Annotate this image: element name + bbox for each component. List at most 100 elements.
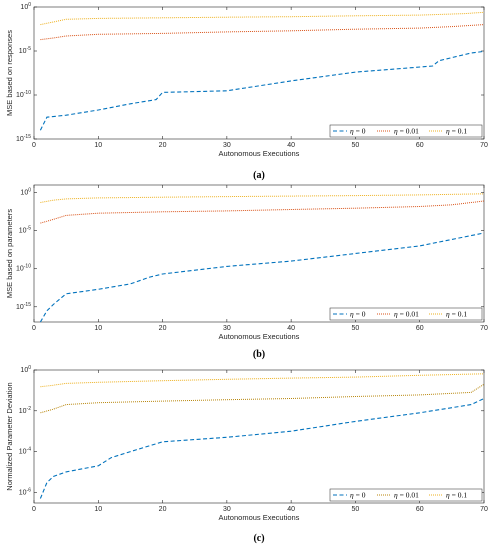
y-tick-exponent: -6 — [27, 487, 32, 493]
legend-label-symbol: η — [350, 491, 354, 500]
chart-panel-1: 0 10 20 30 40 50 60 7010010-510-1010-15Autonomo… — [5, 2, 488, 181]
x-tick-label: 50 — [352, 506, 360, 513]
y-tick-label: 100 — [20, 365, 31, 374]
y-tick-base: 10 — [20, 190, 28, 197]
panel-label: (b) — [253, 349, 265, 360]
x-tick-label: 50 — [352, 142, 360, 149]
series-line-3 — [40, 193, 485, 203]
y-tick-exponent: -15 — [24, 302, 31, 308]
y-tick-label: 10-6 — [19, 487, 31, 496]
y-tick-label: 100 — [20, 2, 31, 11]
x-tick-label: 60 — [416, 325, 424, 332]
legend-item-3: η = 0.1 — [429, 310, 467, 319]
x-tick-label: 30 — [223, 325, 231, 332]
legend-label: η = 0 — [350, 127, 366, 136]
x-axis-label: Autonomous Executions — [219, 332, 300, 341]
x-tick-label: 30 — [223, 506, 231, 513]
y-tick-exponent: -10 — [24, 264, 31, 270]
x-tick-label: 50 — [352, 325, 360, 332]
y-tick-exponent: 0 — [28, 365, 31, 371]
x-tick-label: 60 — [416, 142, 424, 149]
y-tick-base: 10 — [20, 367, 28, 374]
x-axis-label: Autonomous Executions — [219, 513, 300, 522]
plot-frame — [33, 369, 485, 504]
series-line-2 — [40, 200, 485, 224]
y-tick-label: 10-15 — [16, 302, 31, 311]
legend-label: η = 0.1 — [446, 491, 467, 500]
y-tick-base: 10 — [16, 136, 24, 143]
legend-label-value: = 0.01 — [398, 491, 419, 500]
y-tick-base: 10 — [19, 48, 27, 55]
x-tick-label: 0 — [32, 506, 36, 513]
y-tick-exponent: -15 — [24, 134, 31, 140]
legend-label-symbol: η — [446, 127, 450, 136]
y-tick-exponent: -5 — [27, 226, 32, 232]
y-tick-base: 10 — [19, 228, 27, 235]
legend-label-symbol: η — [394, 127, 398, 136]
legend-label-value: = 0 — [354, 127, 366, 136]
series-line-1 — [39, 398, 485, 499]
legend-label: η = 0.01 — [394, 491, 419, 500]
x-tick-label: 30 — [223, 142, 231, 149]
series-line-3 — [40, 11, 485, 26]
y-tick-exponent: -4 — [27, 447, 32, 453]
legend-label-value: = 0 — [354, 491, 366, 500]
y-tick-base: 10 — [16, 304, 24, 311]
legend-box — [329, 488, 483, 502]
plot-frame — [33, 6, 485, 140]
legend-item-1: η = 0 — [333, 127, 366, 136]
chart-panel-2: 0 10 20 30 40 50 60 7010010-510-1010-15Autonomo… — [5, 184, 488, 360]
y-tick-label: 100 — [20, 188, 31, 197]
legend-item-2: η = 0.01 — [377, 310, 419, 319]
series-line-2 — [40, 383, 485, 414]
y-tick-base: 10 — [16, 266, 24, 273]
x-tick-label: 70 — [480, 325, 488, 332]
legend-box — [329, 307, 483, 321]
y-tick-label: 10-15 — [16, 134, 31, 143]
legend-label-symbol: η — [350, 127, 354, 136]
y-axis-label: Normalized Parameter Deviation — [5, 382, 14, 490]
y-tick-base: 10 — [20, 4, 28, 11]
legend-label: η = 0 — [350, 310, 366, 319]
x-tick-label: 70 — [480, 506, 488, 513]
y-tick-label: 10-10 — [16, 264, 31, 273]
legend-label-value: = 0.01 — [398, 127, 419, 136]
y-tick-base: 10 — [19, 489, 27, 496]
legend-item-3: η = 0.1 — [429, 127, 467, 136]
legend-label-symbol: η — [394, 491, 398, 500]
chart-panel-3: 0 10 20 30 40 50 60 7010010-210-410-6Autonomous… — [5, 365, 488, 544]
legend-label-value: = 0.1 — [450, 310, 468, 319]
y-axis-label: MSE based on responses — [5, 30, 14, 116]
y-tick-exponent: 0 — [28, 188, 31, 194]
series-line-1 — [39, 50, 485, 131]
y-tick-label: 10-2 — [19, 406, 31, 415]
x-tick-label: 40 — [287, 506, 295, 513]
y-tick-label: 10-4 — [19, 447, 31, 456]
x-tick-label: 20 — [159, 142, 167, 149]
x-tick-label: 10 — [94, 325, 102, 332]
legend-label-symbol: η — [350, 310, 354, 319]
y-tick-base: 10 — [16, 92, 24, 99]
panel-label: (a) — [253, 170, 265, 181]
legend-label-value: = 0.01 — [398, 310, 419, 319]
legend-label-value: = 0.1 — [450, 491, 468, 500]
legend-label-value: = 0.1 — [450, 127, 468, 136]
legend-label-symbol: η — [446, 310, 450, 319]
legend-item-2: η = 0.01 — [377, 127, 419, 136]
y-tick-base: 10 — [19, 449, 27, 456]
x-tick-label: 70 — [480, 142, 488, 149]
series-line-2 — [40, 24, 485, 41]
legend-label: η = 0.1 — [446, 127, 467, 136]
x-tick-label: 0 — [32, 142, 36, 149]
y-axis-label: MSE based on parameters — [5, 209, 14, 298]
x-tick-label: 20 — [159, 506, 167, 513]
y-tick-base: 10 — [19, 408, 27, 415]
panel-label: (c) — [253, 533, 264, 544]
x-tick-label: 20 — [159, 325, 167, 332]
y-tick-exponent: -2 — [27, 406, 32, 412]
legend-item-3: η = 0.1 — [429, 491, 467, 500]
